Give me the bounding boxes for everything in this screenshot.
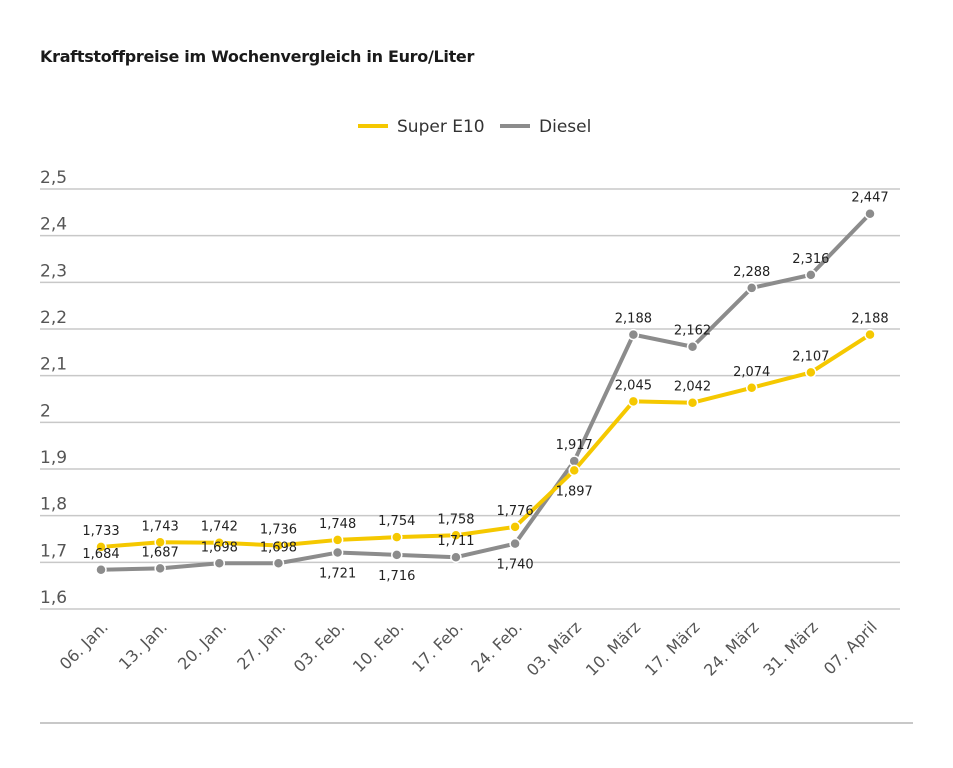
data-point (864, 328, 876, 341)
data-label: 2,316 (792, 252, 829, 267)
legend-label: Diesel (539, 117, 591, 137)
x-tick-label: 13. Jan. (115, 617, 171, 673)
x-tick-label: 03. Feb. (290, 617, 349, 676)
legend-label: Super E10 (397, 117, 485, 137)
data-label: 2,188 (851, 312, 888, 327)
data-point (627, 395, 640, 408)
data-point (95, 564, 107, 576)
data-point (272, 557, 285, 570)
data-label: 1,917 (556, 438, 593, 453)
data-label: 2,162 (674, 324, 711, 339)
data-label: 1,736 (260, 523, 297, 538)
x-tick-label: 24. März (700, 617, 762, 679)
data-label: 1,754 (378, 514, 415, 529)
y-tick-label: 1,7 (40, 541, 67, 561)
data-point (272, 539, 285, 552)
data-point (154, 536, 166, 549)
data-point (745, 282, 758, 294)
x-tick-label: 03. März (523, 617, 585, 679)
data-label: 1,758 (437, 512, 474, 527)
data-point (805, 269, 817, 281)
data-point (331, 546, 344, 559)
data-label: 2,074 (733, 365, 770, 380)
data-label: 1,742 (201, 520, 238, 535)
data-label: 1,743 (142, 519, 179, 534)
data-point (450, 529, 462, 542)
data-label: 1,721 (319, 567, 356, 582)
x-tick-label: 27. Jan. (233, 617, 289, 673)
data-label: 1,733 (82, 524, 119, 539)
data-point (154, 562, 166, 575)
data-point (509, 537, 521, 550)
x-tick-label: 31. März (759, 617, 821, 679)
data-point (213, 536, 226, 549)
data-point (213, 557, 226, 570)
data-point (568, 464, 580, 477)
data-point (686, 396, 699, 409)
data-label: 2,188 (615, 312, 652, 327)
chart-title: Kraftstoffpreise im Wochenvergleich in E… (40, 47, 475, 66)
y-tick-label: 1,8 (40, 495, 67, 515)
data-point (391, 549, 403, 561)
data-label: 1,687 (142, 545, 179, 560)
data-label: 2,042 (674, 380, 711, 395)
x-tick-label: 17. März (641, 617, 703, 679)
data-label: 1,897 (556, 484, 593, 499)
x-tick-label: 17. Feb. (408, 617, 467, 676)
y-tick-label: 2,3 (40, 261, 67, 281)
x-tick-label: 06. Jan. (56, 617, 112, 673)
data-label: 2,447 (851, 191, 888, 206)
y-tick-label: 1,9 (40, 448, 67, 468)
data-point (745, 382, 758, 394)
data-label: 2,107 (792, 349, 829, 364)
data-point (331, 534, 344, 546)
data-label: 1,748 (319, 517, 356, 532)
y-tick-label: 2,1 (40, 355, 67, 375)
y-tick-label: 2,4 (40, 215, 67, 235)
x-tick-label: 10. Feb. (349, 617, 408, 676)
x-tick-label: 20. Jan. (174, 617, 230, 673)
data-label: 1,684 (82, 547, 119, 562)
series-line-super-e10 (100, 332, 872, 549)
data-point (509, 521, 521, 533)
y-tick-label: 2,5 (40, 168, 67, 188)
data-point (864, 207, 876, 220)
x-tick-label: 10. März (582, 617, 644, 679)
data-point (95, 541, 107, 553)
data-label: 1,711 (437, 534, 474, 549)
y-tick-label: 2 (40, 401, 51, 421)
series-line-diesel (100, 212, 872, 572)
data-label: 1,698 (260, 540, 297, 555)
data-point (391, 531, 403, 543)
data-label: 1,716 (378, 569, 415, 584)
data-point (686, 340, 699, 353)
data-point (450, 551, 462, 563)
data-point (805, 366, 817, 379)
data-point (627, 328, 640, 341)
y-tick-label: 1,6 (40, 588, 67, 608)
data-label: 1,740 (496, 558, 533, 573)
data-label: 2,045 (615, 378, 652, 393)
y-tick-label: 2,2 (40, 308, 67, 328)
data-label: 1,776 (496, 504, 533, 519)
x-tick-label: 24. Feb. (467, 617, 526, 676)
data-label: 2,288 (733, 265, 770, 280)
x-tick-label: 07. April (820, 617, 881, 678)
data-label: 1,698 (201, 540, 238, 555)
